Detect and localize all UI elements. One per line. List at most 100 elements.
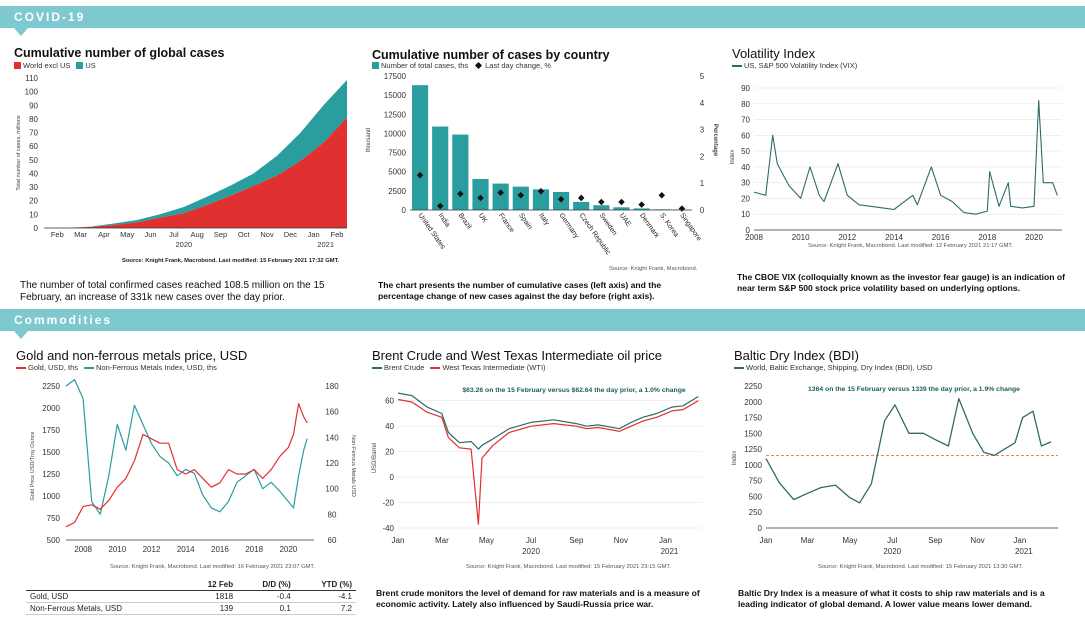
legend-marker-change xyxy=(475,61,483,70)
vix-line xyxy=(753,100,1058,215)
x-tick-label: Jan xyxy=(760,536,773,545)
category-label: Brazil xyxy=(457,212,473,231)
y-tick-label: 70 xyxy=(29,129,38,138)
bdi-chart: 0 250 500 750 1000 1250 1500 1750 2000 2250 Index 1… xyxy=(732,382,1058,556)
legend-line-vix xyxy=(732,64,742,67)
table-cell: 1818 xyxy=(184,590,238,603)
y-tick-label: 250 xyxy=(749,508,763,517)
y-right-tick-label: 5 xyxy=(700,72,705,81)
chart-legend: Number of total cases, ths Last day chan… xyxy=(372,61,555,70)
y-tick-label: 20 xyxy=(741,194,750,203)
y-left-tick-label: 1750 xyxy=(42,426,60,435)
x-tick-label: Jul xyxy=(526,536,536,545)
y-tick-label: -40 xyxy=(382,524,394,533)
y-tick-label: 500 xyxy=(749,492,763,501)
y-tick-label: 90 xyxy=(741,84,750,93)
change-marker xyxy=(577,194,585,202)
legend-line-brent xyxy=(372,366,382,369)
x-tick-label: 2020 xyxy=(1025,233,1043,242)
y-left-tick-label: 500 xyxy=(47,536,61,545)
performance-table: 12 Feb D/D (%) YTD (%) Gold, USD 1818 -0… xyxy=(26,579,356,615)
table-cell: Gold, USD xyxy=(26,590,185,603)
legend-line-wti xyxy=(430,366,441,369)
y-tick-label: 10 xyxy=(29,210,38,219)
y-left-tick-label: 7500 xyxy=(388,149,406,158)
chart-title: Brent Crude and West Texas Intermediate … xyxy=(372,348,662,363)
table-header: 12 Feb xyxy=(184,579,238,591)
category-label: India xyxy=(437,212,452,229)
x-tick-label: Mar xyxy=(801,536,815,545)
x-tick-label: 2020 xyxy=(279,545,297,554)
legend-label-bdi: World, Baltic Exchange, Shipping, Dry In… xyxy=(746,363,933,372)
chart-title: Baltic Dry Index (BDI) xyxy=(734,348,859,363)
chart-source: Source: Knight Frank, Macrobond. Last mo… xyxy=(110,564,315,570)
y-tick-label: 90 xyxy=(29,101,38,110)
brent-line xyxy=(397,392,699,450)
legend-swatch-cases xyxy=(372,62,379,69)
x-tick-label: Jan xyxy=(308,230,320,239)
x-tick-label: 2010 xyxy=(792,233,810,242)
category-label: S. Korea xyxy=(658,212,679,238)
y-left-tick-label: 2250 xyxy=(42,382,60,391)
bar xyxy=(492,183,509,210)
chart-title: Cumulative number of global cases xyxy=(14,46,225,60)
section-title: COVID-19 xyxy=(14,10,86,24)
y-tick-label: 50 xyxy=(741,147,750,156)
legend-line-gold xyxy=(16,366,26,369)
x-tick-label: 2014 xyxy=(177,545,195,554)
y-tick-label: 2250 xyxy=(744,382,762,391)
chart-caption: The number of total confirmed cases reac… xyxy=(20,280,325,303)
chart-title: Volatility Index xyxy=(732,46,816,61)
gold-line xyxy=(65,403,308,528)
y-left-tick-label: 1500 xyxy=(42,448,60,457)
x-year-label: 2020 xyxy=(522,547,540,556)
area-us xyxy=(44,80,347,228)
category-label: Germany xyxy=(557,212,580,240)
y-left-tick-label: 0 xyxy=(402,206,407,215)
x-tick-label: 2008 xyxy=(745,233,763,242)
oil-annotation: $63.26 on the 15 February versus $62.64 … xyxy=(462,387,685,394)
x-tick-label: Feb xyxy=(51,230,64,239)
x-tick-label: Mar xyxy=(435,536,449,545)
x-tick-label: Jan xyxy=(392,536,405,545)
y-tick-label: 1750 xyxy=(744,414,762,423)
y-axis-label: Index xyxy=(730,150,736,165)
change-marker xyxy=(638,201,645,208)
y-right-tick-label: 4 xyxy=(700,99,705,108)
y-tick-label: 80 xyxy=(29,115,38,124)
y-tick-label: 40 xyxy=(385,422,394,431)
chart-title: Cumulative number of cases by country xyxy=(372,48,610,62)
category-label: UAE xyxy=(618,212,632,228)
y-left-tick-label: 1250 xyxy=(42,470,60,479)
x-tick-label: Jul xyxy=(169,230,179,239)
y-right-tick-label: 100 xyxy=(325,485,339,494)
chart-source: Source: Knight Frank, Macrobond. Last mo… xyxy=(466,564,671,570)
bar xyxy=(593,205,610,210)
y-right-tick-label: 60 xyxy=(328,536,337,545)
x-tick-label: May xyxy=(479,536,494,545)
chart-source: Source: Knight Frank, Macrobond. Last mo… xyxy=(122,258,340,264)
y-right-tick-label: 2 xyxy=(700,152,705,161)
change-marker xyxy=(658,192,666,199)
bar xyxy=(613,207,630,210)
category-label: Spain xyxy=(517,212,533,231)
chart-legend: World, Baltic Exchange, Shipping, Dry In… xyxy=(734,363,937,372)
x-tick-label: 2016 xyxy=(932,233,950,242)
y-left-tick-label: 15000 xyxy=(384,91,407,100)
category-label: UK xyxy=(477,212,489,224)
table-cell: 139 xyxy=(184,602,238,615)
y-left-tick-label: 2500 xyxy=(388,187,406,196)
x-tick-label: 2014 xyxy=(885,233,903,242)
y-tick-label: 60 xyxy=(29,142,38,151)
table-cell: -4.1 xyxy=(294,590,356,603)
bar xyxy=(412,85,429,210)
y-right-tick-label: 80 xyxy=(328,510,337,519)
bdi-annotation: 1364 on the 15 February versus 1339 the … xyxy=(808,386,1020,393)
y-tick-label: 10 xyxy=(741,210,750,219)
chart-source: Source: Knight Frank, Macrobond. Last mo… xyxy=(818,564,1023,570)
section-banner-commodities: Commodities xyxy=(0,309,1085,339)
wti-line xyxy=(397,398,699,525)
y-tick-label: 40 xyxy=(29,169,38,178)
global-cases-chart: 0 10 20 30 40 50 60 70 80 90 100 110 Total number of… xyxy=(16,74,347,249)
change-marker xyxy=(477,194,484,202)
